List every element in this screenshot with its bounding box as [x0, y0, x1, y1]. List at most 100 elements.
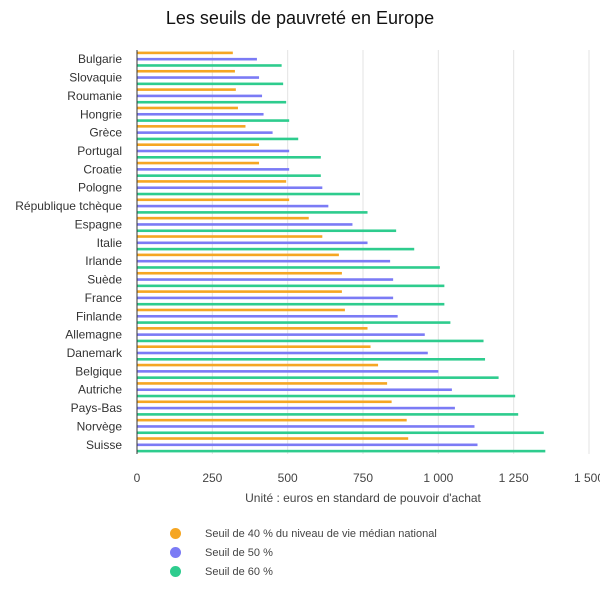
- bar: [137, 443, 478, 447]
- bar: [137, 425, 475, 428]
- legend-label-40: Seuil de 40 % du niveau de vie médian na…: [205, 527, 437, 540]
- y-category-label: Pologne: [78, 181, 122, 195]
- y-category-label: Autriche: [78, 383, 122, 397]
- bar: [137, 125, 246, 128]
- bar: [137, 223, 353, 226]
- bar: [137, 143, 260, 146]
- y-category-label: Roumanie: [67, 89, 122, 103]
- bar: [137, 57, 257, 61]
- bar: [137, 253, 339, 257]
- legend-item-60: Seuil de 60 %: [170, 562, 437, 581]
- bar: [137, 437, 409, 440]
- bar: [137, 266, 440, 269]
- x-tick-label: 750: [353, 471, 373, 485]
- bar: [137, 370, 439, 373]
- bar: [137, 363, 379, 367]
- legend-item-50: Seuil de 50 %: [170, 543, 437, 562]
- bar: [137, 149, 290, 153]
- y-axis-labels: Bulgarie Slovaquie Roumanie Hongrie Grèce Por…: [15, 52, 123, 452]
- bar: [137, 88, 236, 91]
- y-category-label: Finlande: [76, 309, 122, 323]
- bar: [137, 351, 428, 355]
- bar: [137, 137, 299, 141]
- bar: [137, 180, 287, 183]
- bar: [137, 333, 425, 336]
- bar: [137, 296, 394, 300]
- bar: [137, 278, 394, 281]
- bar: [137, 382, 388, 385]
- legend-dot-40: [170, 528, 181, 539]
- bar: [137, 388, 452, 392]
- x-axis-title: Unité : euros en standard de pouvoir d'a…: [245, 491, 481, 505]
- bar: [137, 327, 368, 330]
- legend-item-40: Seuil de 40 % du niveau de vie médian na…: [170, 524, 437, 543]
- y-category-label: Suède: [87, 273, 122, 287]
- bar: [137, 161, 260, 165]
- bar: [137, 216, 309, 220]
- bar: [137, 211, 368, 214]
- bar: [137, 302, 445, 306]
- y-category-label: Slovaquie: [69, 71, 122, 85]
- grid-lines: [211, 50, 590, 454]
- bar: [137, 64, 282, 67]
- x-tick-label: 1 250: [499, 471, 529, 485]
- y-category-label: Suisse: [86, 438, 122, 452]
- y-category-label: République tchèque: [15, 199, 122, 213]
- bar: [137, 376, 499, 379]
- bar: [137, 119, 290, 122]
- y-category-label: Hongrie: [80, 107, 122, 121]
- bar: [137, 284, 445, 288]
- bar: [137, 100, 287, 104]
- bar: [137, 345, 371, 348]
- legend-label-50: Seuil de 50 %: [205, 546, 273, 559]
- bar: [137, 321, 451, 324]
- x-tick-label: 500: [278, 471, 298, 485]
- y-category-label: Grèce: [89, 126, 122, 140]
- bar: [137, 400, 392, 404]
- bar: [137, 156, 321, 159]
- legend-dot-50: [170, 547, 181, 558]
- x-tick-label: 1 500: [574, 471, 600, 485]
- bar: [137, 418, 407, 422]
- bar: [137, 174, 321, 177]
- bar: [137, 106, 238, 110]
- bar: [137, 358, 486, 361]
- bar: [137, 69, 235, 73]
- bar: [137, 413, 519, 416]
- bar: [137, 394, 516, 398]
- bar: [137, 186, 323, 190]
- y-category-label: Danemark: [67, 346, 123, 360]
- x-tick-label: 250: [202, 471, 222, 485]
- y-category-label: Bulgarie: [78, 52, 122, 66]
- bar: [137, 229, 397, 233]
- bar: [137, 192, 360, 196]
- bar: [137, 131, 273, 134]
- y-category-label: Espagne: [75, 217, 123, 231]
- bar: [137, 247, 415, 251]
- bar: [137, 339, 484, 343]
- bar: [137, 259, 391, 263]
- bar: [137, 51, 233, 55]
- bar: [137, 198, 290, 202]
- bar: [137, 314, 398, 318]
- bar: [137, 271, 342, 275]
- legend-dot-60: [170, 566, 181, 577]
- y-category-label: Croatie: [83, 162, 122, 176]
- x-tick-label: 0: [134, 471, 141, 485]
- legend: Seuil de 40 % du niveau de vie médian na…: [170, 524, 437, 581]
- bar: [137, 290, 342, 293]
- bar: [137, 76, 260, 79]
- x-axis-ticks: 0 250 500 750 1 000 1 250 1 500: [134, 471, 600, 485]
- bar: [137, 406, 455, 410]
- bar: [137, 94, 263, 98]
- y-category-label: Norvège: [77, 419, 123, 433]
- bar: [137, 308, 345, 312]
- bar: [137, 82, 284, 86]
- bar: [137, 168, 290, 171]
- y-category-label: Allemagne: [65, 328, 122, 342]
- y-category-label: Pays-Bas: [71, 401, 122, 415]
- x-tick-label: 1 000: [423, 471, 453, 485]
- bar: [137, 431, 544, 435]
- bar: [137, 204, 329, 208]
